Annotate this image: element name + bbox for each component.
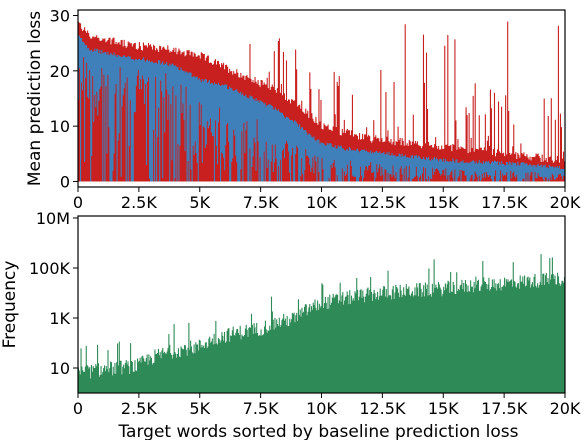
y-tick-label: 10M bbox=[36, 209, 70, 228]
x-tick-label: 10K bbox=[306, 193, 337, 212]
bottom-panel-xlabel: Target words sorted by baseline predicti… bbox=[117, 422, 518, 440]
y-tick-label: 10 bbox=[50, 117, 70, 136]
x-tick-label: 12.5K bbox=[359, 193, 406, 212]
bottom-panel-marks bbox=[77, 254, 566, 393]
x-tick-label: 20K bbox=[550, 399, 581, 418]
x-tick-label: 7.5K bbox=[243, 399, 279, 418]
x-tick-label: 7.5K bbox=[243, 193, 279, 212]
x-tick-label: 5K bbox=[189, 193, 210, 212]
top-panel-ticks: 0 2.5K 5K 7.5K 10K 12.5K 15K 17.5K 20K 0 10 20 30 bbox=[50, 7, 581, 212]
x-tick-label: 17.5K bbox=[481, 193, 528, 212]
y-tick-label: 10 bbox=[50, 359, 70, 378]
x-tick-label: 15K bbox=[428, 193, 459, 212]
y-tick-label: 20 bbox=[50, 62, 70, 81]
top-panel: 0 2.5K 5K 7.5K 10K 12.5K 15K 17.5K 20K 0 10 20 30 Me… bbox=[25, 7, 581, 212]
top-panel-ylabel: Mean prediction loss bbox=[25, 11, 45, 186]
x-tick-label: 5K bbox=[189, 399, 210, 418]
x-tick-label: 2.5K bbox=[121, 399, 157, 418]
y-tick-label: 1K bbox=[49, 309, 70, 328]
y-tick-label: 30 bbox=[50, 7, 70, 26]
x-tick-label: 17.5K bbox=[481, 399, 528, 418]
series-green-frequency bbox=[77, 254, 566, 393]
bottom-panel-ylabel: Frequency bbox=[0, 261, 20, 349]
top-panel-marks bbox=[77, 21, 566, 182]
bottom-panel-ticks: 0 2.5K 5K 7.5K 10K 12.5K 15K 17.5K 20K 10 1K 100K 10… bbox=[29, 209, 581, 418]
x-tick-label: 0 bbox=[73, 399, 83, 418]
x-tick-label: 2.5K bbox=[121, 193, 157, 212]
x-tick-label: 15K bbox=[428, 399, 459, 418]
x-tick-label: 12.5K bbox=[359, 399, 406, 418]
y-tick-label: 0 bbox=[60, 172, 70, 191]
x-tick-label: 0 bbox=[73, 193, 83, 212]
x-tick-label: 20K bbox=[550, 193, 581, 212]
y-tick-label: 100K bbox=[29, 259, 71, 278]
x-tick-label: 10K bbox=[306, 399, 337, 418]
bottom-panel: 0 2.5K 5K 7.5K 10K 12.5K 15K 17.5K 20K 10 1K 100K 10… bbox=[0, 209, 581, 440]
